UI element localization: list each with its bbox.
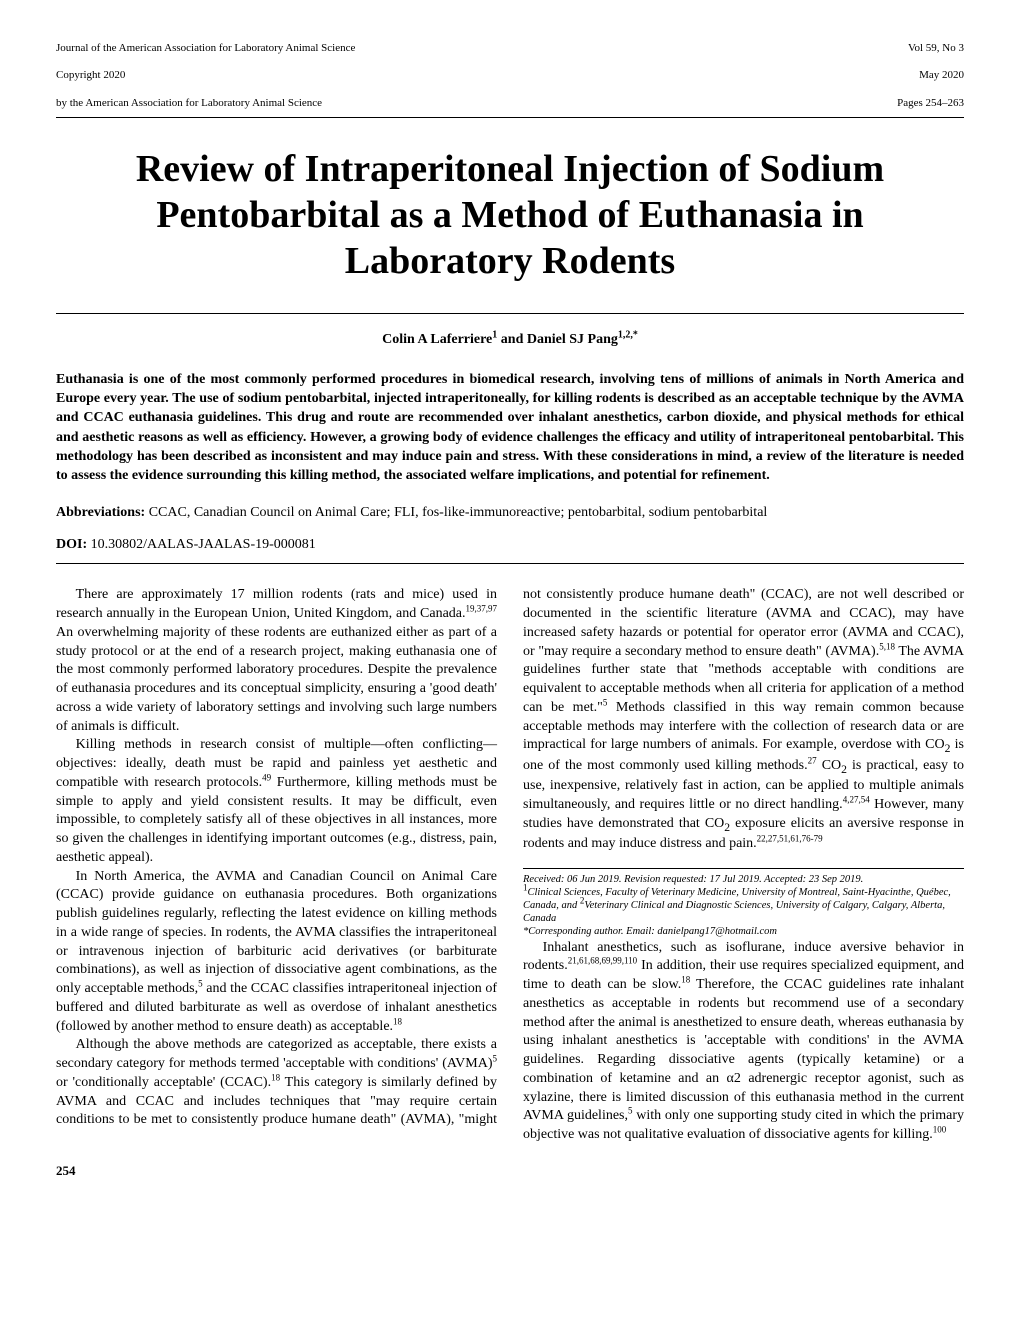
- footnotes: Received: 06 Jun 2019. Revision requeste…: [523, 868, 964, 939]
- publisher-line: by the American Association for Laborato…: [56, 97, 322, 109]
- received-line: Received: 06 Jun 2019. Revision requeste…: [523, 873, 964, 886]
- doi: DOI: 10.30802/AALAS-JAALAS-19-000081: [56, 537, 964, 553]
- abbreviations-text: CCAC, Canadian Council on Animal Care; F…: [145, 505, 767, 520]
- body-paragraph: There are approximately 17 million roden…: [56, 586, 497, 736]
- body-columns: There are approximately 17 million roden…: [56, 586, 964, 1144]
- page: Journal of the American Association for …: [0, 0, 1020, 1219]
- page-range: Pages 254–263: [897, 97, 964, 109]
- body-paragraph: Killing methods in research consist of m…: [56, 736, 497, 867]
- body-paragraph: Inhalant anesthetics, such as isoflurane…: [523, 939, 964, 1145]
- abbreviations-label: Abbreviations:: [56, 505, 145, 520]
- article-title: Review of Intraperitoneal Injection of S…: [96, 146, 924, 285]
- running-header: Journal of the American Association for …: [56, 28, 964, 111]
- copyright-line: Copyright 2020: [56, 69, 125, 81]
- journal-name: Journal of the American Association for …: [56, 42, 355, 54]
- doi-value: 10.30802/AALAS-JAALAS-19-000081: [87, 537, 316, 552]
- top-rule: [56, 117, 964, 118]
- abstract-rule-bottom: [56, 563, 964, 564]
- issue-date: May 2020: [919, 69, 964, 81]
- authors: Colin A Laferriere1 and Daniel SJ Pang1,…: [56, 332, 964, 348]
- doi-label: DOI:: [56, 537, 87, 552]
- body-paragraph: In North America, the AVMA and Canadian …: [56, 868, 497, 1037]
- corresponding-author: *Corresponding author. Email: danielpang…: [523, 925, 964, 938]
- volume-issue: Vol 59, No 3: [908, 42, 964, 54]
- page-number: 254: [56, 1163, 964, 1179]
- header-right: Vol 59, No 3 May 2020 Pages 254–263: [897, 28, 964, 111]
- affiliations: 1Clinical Sciences, Faculty of Veterinar…: [523, 886, 964, 925]
- abstract: Euthanasia is one of the most commonly p…: [56, 370, 964, 486]
- abbreviations: Abbreviations: CCAC, Canadian Council on…: [56, 505, 964, 521]
- title-rule-top: [56, 313, 964, 314]
- header-left: Journal of the American Association for …: [56, 28, 355, 111]
